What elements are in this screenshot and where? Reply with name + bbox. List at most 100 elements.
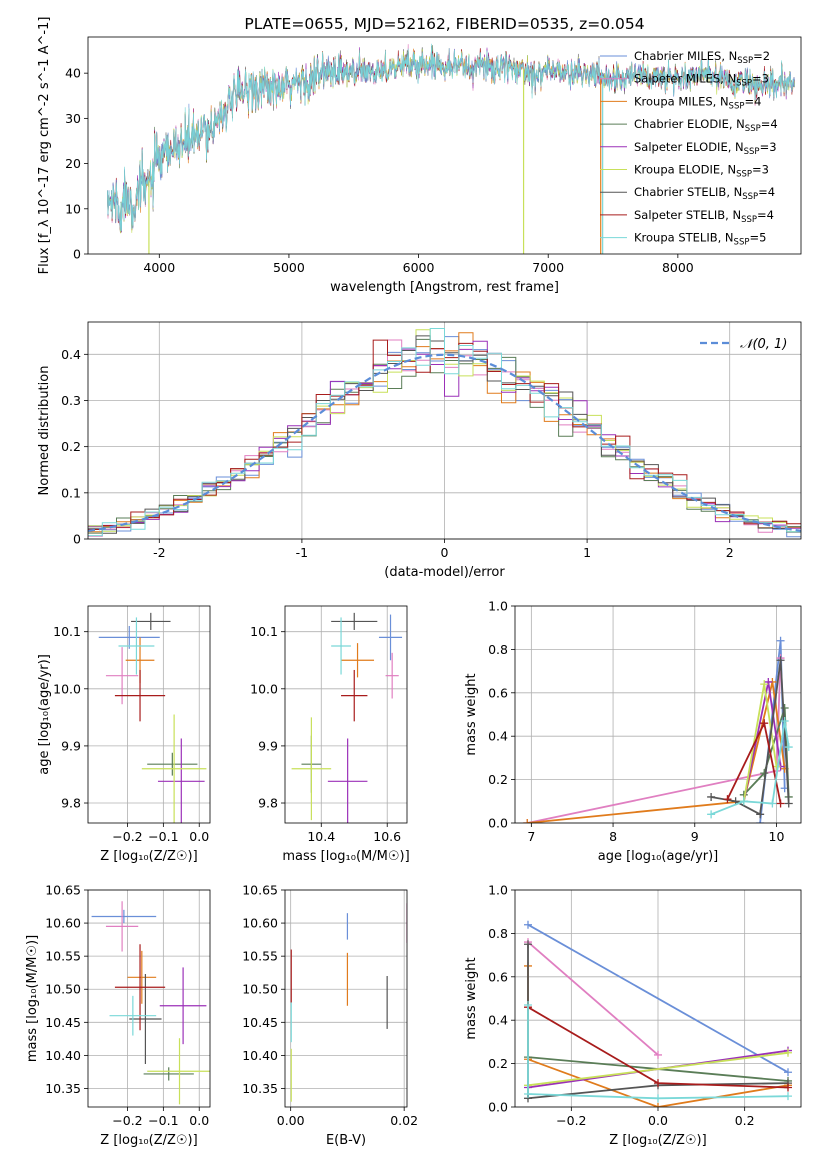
- y-tick-label: 0.6: [488, 685, 508, 700]
- y-tick-label: 0.4: [488, 729, 508, 744]
- y-tick-label: 10.55: [45, 949, 81, 964]
- point-marker: [784, 799, 793, 808]
- axes-frame: [284, 889, 408, 1108]
- legend-entry: Kroupa MILES, NSSP=4: [634, 94, 761, 111]
- x-axis-label: (data-model)/error: [384, 565, 505, 580]
- point-marker: [523, 819, 532, 823]
- mass_vs_EBV-panel: 0.00 0.02 10.35 10.40 10.45 10.50 10.55 10.60 10…: [242, 883, 418, 1149]
- point-marker: [760, 719, 769, 728]
- series-line: [527, 1051, 789, 1087]
- x-tick-label: −0.1: [148, 1113, 178, 1128]
- legend: 𝒩(0, 1): [700, 337, 787, 352]
- series-line: [527, 1005, 789, 1100]
- y-tick-label: 0: [73, 247, 81, 262]
- x-tick-label: 10: [769, 829, 785, 844]
- histograms: [88, 328, 801, 538]
- x-tick-label: 7: [527, 829, 535, 844]
- series-lines: [523, 636, 793, 823]
- x-tick-label: −0.2: [112, 1113, 142, 1128]
- age_vs_Z-panel: −0.2 −0.1 0.0 9.8 9.9 10.0 10.1 Z [log₁₀(Z/Z☉)]…: [37, 605, 211, 864]
- legend-entry: Chabrier MILES, NSSP=2: [634, 49, 770, 66]
- legend-entry: Chabrier STELIB, NSSP=4: [634, 185, 775, 202]
- y-tick-label: 10.60: [45, 916, 81, 931]
- x-axis-label: wavelength [Angstrom, rest frame]: [330, 280, 559, 295]
- point-marker: [764, 677, 773, 686]
- x-tick-label: 0.2: [735, 1113, 755, 1128]
- y-tick-label: 10.40: [242, 1048, 278, 1063]
- x-axis-label: Z [log₁₀(Z/Z☉)]: [100, 849, 197, 864]
- point-marker: [654, 1050, 662, 1059]
- point-marker: [524, 940, 532, 949]
- spectrum-series-line: [107, 43, 795, 232]
- point-marker: [707, 792, 716, 801]
- y-tick-label: 9.8: [258, 796, 278, 811]
- x-tick-label: −0.2: [556, 1113, 586, 1128]
- x-axis-label: E(B-V): [326, 1133, 366, 1148]
- point-marker: [524, 1001, 532, 1010]
- x-tick-label: −0.1: [148, 829, 178, 844]
- spectrum-lines: [107, 43, 795, 254]
- y-tick-label: 0.0: [488, 816, 508, 831]
- y-axis-label: mass [log₁₀(M/M☉)]: [25, 935, 40, 1062]
- x-tick-label: 8: [609, 829, 617, 844]
- point-marker: [784, 1068, 792, 1077]
- point-marker: [780, 717, 789, 726]
- y-tick-label: 10.45: [242, 1015, 278, 1030]
- legend-entry: Chabrier ELODIE, NSSP=4: [634, 117, 778, 134]
- y-tick-label: 0: [73, 532, 81, 547]
- point-marker: [654, 1103, 662, 1107]
- x-tick-label: -2: [153, 545, 165, 560]
- y-axis-label: Normed distribution: [37, 366, 52, 496]
- spectrum-panel: 4000 5000 6000 7000 8000 0 10 20 30 40 wavelength …: [37, 15, 802, 295]
- errorbars: [91, 901, 210, 1105]
- errorbars: [291, 612, 403, 823]
- series-line: [527, 941, 659, 1056]
- point-marker: [524, 920, 532, 929]
- point-marker: [760, 680, 769, 689]
- point-marker: [768, 799, 777, 808]
- point-marker: [760, 769, 769, 778]
- x-axis-label: Z [log₁₀(Z/Z☉)]: [100, 1133, 197, 1148]
- point-marker: [784, 1083, 792, 1092]
- histogram-series: [88, 328, 801, 537]
- y-tick-label: 10.35: [242, 1081, 278, 1096]
- y-tick-label: 1.0: [488, 883, 508, 898]
- y-axis-label: age [log₁₀(age/yr)]: [37, 654, 52, 775]
- point-marker: [780, 703, 789, 712]
- y-axis-label: mass weight: [464, 673, 479, 755]
- y-tick-label: 0.8: [488, 926, 508, 941]
- y-tick-label: 10.1: [250, 624, 278, 639]
- y-tick-label: 10.65: [242, 883, 278, 898]
- legend-entry: 𝒩(0, 1): [740, 337, 787, 352]
- point-marker: [756, 810, 765, 819]
- y-tick-label: 10.60: [242, 916, 278, 931]
- y-tick-label: 0.2: [488, 1056, 508, 1071]
- x-tick-label: 2: [726, 545, 734, 560]
- point-marker: [723, 795, 732, 804]
- x-tick-label: 0.00: [277, 1113, 305, 1128]
- y-tick-label: 10.45: [45, 1015, 81, 1030]
- point-marker: [756, 819, 765, 823]
- y-tick-label: 0.0: [488, 1100, 508, 1115]
- x-axis-label: Z [log₁₀(Z/Z☉)]: [609, 1133, 706, 1148]
- x-axis-label: age [log₁₀(age/yr)]: [598, 849, 719, 864]
- series-line: [527, 658, 782, 823]
- x-tick-label: 10.4: [307, 829, 335, 844]
- point-marker: [739, 797, 748, 806]
- y-tick-label: 10: [65, 201, 81, 216]
- x-tick-label: −0.2: [112, 829, 142, 844]
- age_vs_mass-panel: 10.4 10.6 9.8 9.9 10.0 10.1 mass [log₁₀(M/M☉)]: [250, 605, 410, 864]
- normal-curve: [88, 353, 801, 532]
- errorbars: [98, 612, 207, 823]
- x-tick-label: 0.0: [189, 829, 209, 844]
- point-marker: [784, 1092, 792, 1101]
- errorbars: [290, 903, 407, 1102]
- x-tick-label: 8000: [662, 260, 694, 275]
- legend-entry: Salpeter MILES, NSSP=3: [634, 72, 769, 89]
- point-marker: [784, 743, 793, 752]
- x-tick-label: 0.0: [648, 1113, 668, 1128]
- x-axis-label: mass [log₁₀(M/M☉)]: [282, 849, 409, 864]
- x-tick-label: 0: [441, 545, 449, 560]
- y-tick-label: 0.4: [61, 347, 81, 362]
